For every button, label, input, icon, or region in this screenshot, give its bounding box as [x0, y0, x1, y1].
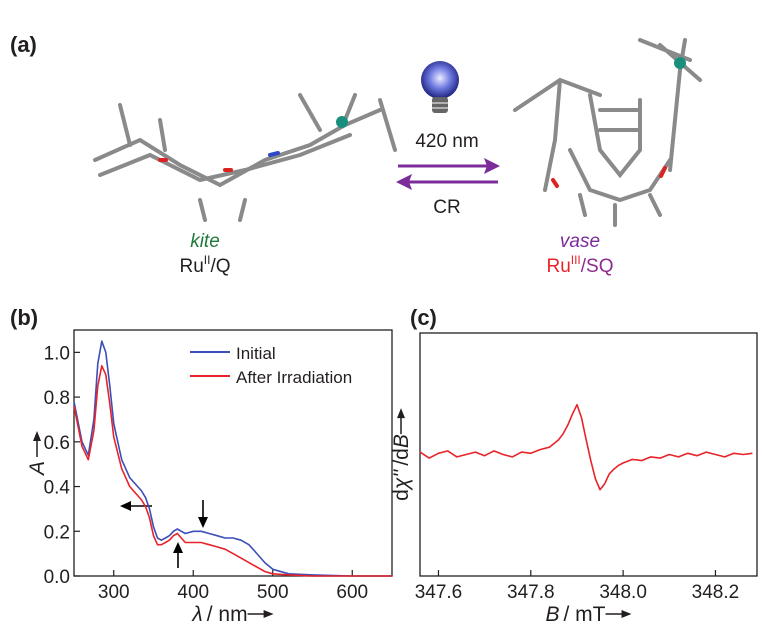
axis-label: dχ'' /dB — [390, 434, 413, 501]
x-tick-label: 500 — [257, 582, 289, 603]
oxidation: II — [204, 253, 211, 267]
axis-label-part: / mT — [564, 603, 606, 624]
axis-label-part: / nm — [207, 603, 248, 624]
axis-arrow-head — [397, 408, 405, 418]
axis-label: A — [26, 461, 49, 477]
legend-label: Initial — [236, 344, 276, 363]
y-axis-label: dχ'' /dB — [390, 408, 413, 501]
x-axis-label: B/ mT — [545, 603, 631, 624]
annotation-arrows — [120, 500, 208, 568]
axis-label-part: B — [390, 434, 413, 448]
x-axis-label: λ/ nm — [191, 603, 273, 624]
axis-label-part: d — [390, 489, 413, 501]
x-tick-label: 348.0 — [599, 582, 647, 603]
axis-label-part: /d — [390, 448, 413, 466]
plot-frame — [74, 330, 392, 576]
axis-label-part: χ'' — [390, 469, 413, 491]
axis-arrow-head — [622, 610, 632, 618]
panel-label: (b) — [10, 305, 38, 330]
plot-frame — [420, 333, 757, 576]
metal: Ru — [546, 256, 570, 277]
kite-state: RuII/Q — [179, 253, 230, 277]
axis-arrow-head — [264, 610, 274, 618]
y-tick-label: 0.6 — [44, 433, 70, 454]
y-tick-label: 0.4 — [44, 478, 71, 499]
ligand: /SQ — [581, 256, 614, 277]
reaction-arrows — [396, 158, 500, 190]
y-tick-label: 0.2 — [44, 522, 70, 543]
axis-label-part: λ — [191, 603, 202, 624]
panel-label: (a) — [10, 32, 37, 57]
x-tick-label: 400 — [177, 582, 209, 603]
axis-label-part: B — [545, 603, 559, 624]
axis-label: B/ mT — [545, 603, 605, 624]
axis-label-part: A — [26, 461, 49, 477]
vase-name: vase — [560, 231, 600, 252]
oxidation: III — [571, 253, 581, 267]
axis-arrow-head — [33, 431, 41, 441]
axis-label: λ/ nm — [191, 603, 247, 624]
kite-name: kite — [190, 231, 220, 252]
series-line — [74, 366, 392, 576]
y-tick-label: 1.0 — [44, 343, 70, 364]
reverse-label: CR — [433, 197, 460, 218]
x-tick-label: 348.2 — [692, 582, 740, 603]
legend-label: After Irradiation — [236, 368, 352, 387]
light-bulb — [421, 61, 459, 113]
figure: (a) 420 nm CR kite RuII/Q vase RuIII/SQ … — [0, 0, 774, 624]
kite-molecule — [95, 95, 395, 220]
y-tick-label: 0.8 — [44, 388, 70, 409]
x-tick-label: 300 — [98, 582, 130, 603]
light-label: 420 nm — [415, 131, 478, 152]
panel-label: (c) — [410, 305, 437, 330]
x-tick-label: 600 — [336, 582, 368, 603]
x-tick-label: 347.8 — [507, 582, 555, 603]
vase-state: RuIII/SQ — [546, 253, 613, 277]
series-line — [420, 405, 752, 490]
metal: Ru — [179, 256, 203, 277]
vase-molecule — [515, 40, 700, 225]
ligand: /Q — [210, 256, 230, 277]
x-tick-label: 347.6 — [415, 582, 463, 603]
y-tick-label: 0.0 — [44, 567, 70, 588]
